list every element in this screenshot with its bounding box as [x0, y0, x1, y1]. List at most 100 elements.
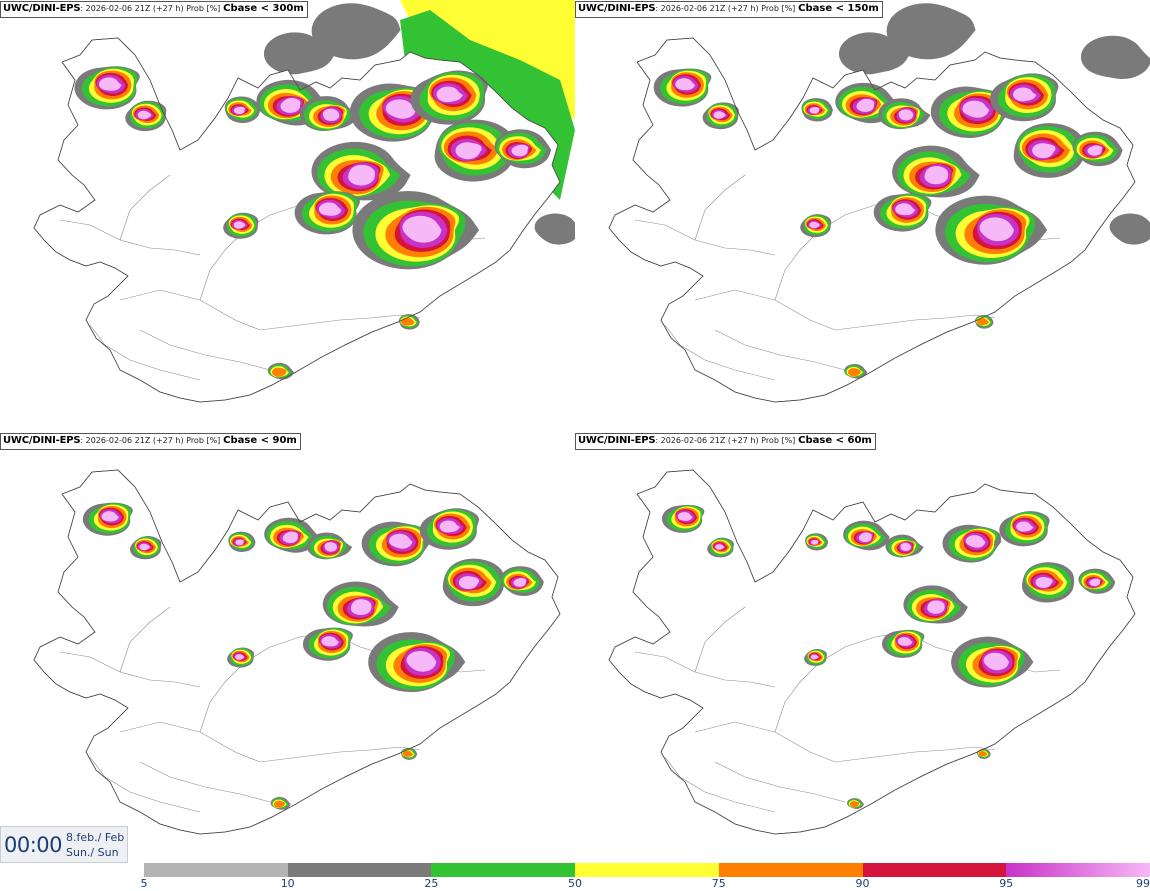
- colorbar-segment-5-10: [144, 863, 288, 877]
- road-line: [119, 721, 421, 763]
- probability-area: [849, 801, 860, 808]
- road-line: [694, 174, 746, 241]
- road-line: [664, 756, 776, 813]
- road-line: [634, 219, 776, 256]
- panel-title: UWC/DINI-EPS: 2026-02-06 21Z (+27 h) Pro…: [0, 433, 301, 450]
- probability-area: [455, 142, 482, 160]
- probability-area: [900, 542, 912, 551]
- probability-area: [965, 535, 986, 548]
- valid-time-box: 00:00 8.feb./ Feb Sun./ Sun: [0, 826, 128, 863]
- probability-area: [962, 100, 990, 118]
- probability-area: [809, 107, 820, 114]
- probability-area: [886, 3, 976, 60]
- road-line: [714, 329, 846, 371]
- probability-area: [1089, 578, 1101, 587]
- probability-area: [983, 652, 1009, 671]
- iceland-map: [608, 3, 1150, 403]
- probability-area: [858, 532, 872, 543]
- probability-area: [263, 32, 335, 75]
- probability-area: [458, 576, 479, 590]
- probability-area: [98, 77, 122, 91]
- probability-area: [675, 78, 696, 91]
- map-panel-300m: UWC/DINI-EPS: 2026-02-06 21Z (+27 h) Pro…: [0, 0, 575, 432]
- probability-area: [979, 217, 1015, 242]
- coastline: [608, 469, 1136, 835]
- probability-area: [895, 203, 916, 216]
- colorbar-segment-10-25: [287, 863, 432, 877]
- probability-area: [677, 512, 693, 521]
- probability-area: [402, 750, 414, 757]
- probability-area: [235, 654, 245, 660]
- probability-area: [233, 221, 246, 229]
- probability-area: [513, 577, 527, 587]
- model-label: UWC/DINI-EPS: [3, 435, 81, 446]
- map-panel-90m: UWC/DINI-EPS: 2026-02-06 21Z (+27 h) Pro…: [0, 432, 575, 864]
- colorbar-segment-95-99: [1006, 863, 1150, 877]
- probability-area: [324, 542, 338, 552]
- probability-area: [847, 368, 861, 377]
- probability-area: [350, 599, 372, 616]
- run-info: : 2026-02-06 21Z (+27 h) Prob [%]: [80, 436, 221, 445]
- valid-time: 00:00: [4, 833, 63, 857]
- probability-area: [927, 600, 945, 614]
- road-line: [139, 761, 271, 803]
- coastline: [608, 37, 1136, 403]
- valid-weekday: Sun./ Sun: [66, 846, 119, 859]
- probability-area: [1013, 87, 1037, 102]
- colorbar-ticks: 5 10 25 50 75 90 95 99: [0, 877, 1150, 891]
- iceland-map: [33, 469, 561, 835]
- variable-label: Cbase < 300m: [223, 3, 304, 14]
- probability-area: [321, 636, 339, 647]
- probability-area: [715, 544, 725, 550]
- model-label: UWC/DINI-EPS: [578, 3, 656, 14]
- probability-area: [978, 751, 988, 757]
- valid-date: 8.feb./ Feb: [66, 831, 125, 844]
- probability-area: [322, 108, 340, 122]
- panel-title: UWC/DINI-EPS: 2026-02-06 21Z (+27 h) Pro…: [0, 1, 308, 18]
- colorbar-segment-75-90: [718, 863, 863, 877]
- probability-area: [534, 213, 575, 245]
- probability-area: [439, 520, 460, 533]
- probability-area: [898, 109, 914, 121]
- probability-area: [280, 98, 301, 113]
- probability-area: [1035, 576, 1053, 588]
- map-panel-150m: UWC/DINI-EPS: 2026-02-06 21Z (+27 h) Pro…: [575, 0, 1150, 432]
- probability-area: [1087, 145, 1103, 156]
- road-line: [89, 756, 201, 813]
- probability-area: [385, 99, 417, 119]
- probability-colorbar: [144, 863, 1150, 877]
- map-panel-60m: UWC/DINI-EPS: 2026-02-06 21Z (+27 h) Pro…: [575, 432, 1150, 864]
- probability-area: [810, 654, 819, 660]
- probability-area: [272, 367, 287, 377]
- probability-area: [233, 106, 246, 115]
- probability-area: [436, 86, 463, 103]
- probability-area: [311, 3, 401, 60]
- colorbar-tick: 25: [424, 877, 439, 890]
- road-line: [694, 289, 996, 331]
- probability-area: [1080, 35, 1150, 80]
- probability-area: [139, 543, 150, 551]
- road-line: [694, 606, 746, 673]
- run-info: : 2026-02-06 21Z (+27 h) Prob [%]: [655, 4, 796, 13]
- probability-area: [976, 318, 989, 326]
- probability-area: [838, 32, 910, 75]
- colorbar-tick: 90: [855, 877, 870, 890]
- probability-area: [348, 164, 375, 186]
- road-line: [119, 174, 171, 241]
- road-line: [119, 289, 421, 331]
- probability-area: [406, 651, 437, 672]
- colorbar-segment-25-50: [431, 863, 576, 877]
- variable-label: Cbase < 90m: [223, 435, 297, 446]
- road-line: [634, 651, 776, 688]
- road-line: [59, 219, 201, 256]
- probability-area: [924, 166, 949, 185]
- coastline: [33, 37, 561, 403]
- probability-area: [282, 531, 299, 543]
- run-info: : 2026-02-06 21Z (+27 h) Prob [%]: [80, 4, 221, 13]
- road-line: [89, 324, 201, 381]
- probability-area: [401, 317, 415, 326]
- variable-label: Cbase < 150m: [798, 3, 879, 14]
- road-line: [694, 721, 996, 763]
- probability-area: [1032, 143, 1056, 159]
- road-line: [139, 329, 271, 371]
